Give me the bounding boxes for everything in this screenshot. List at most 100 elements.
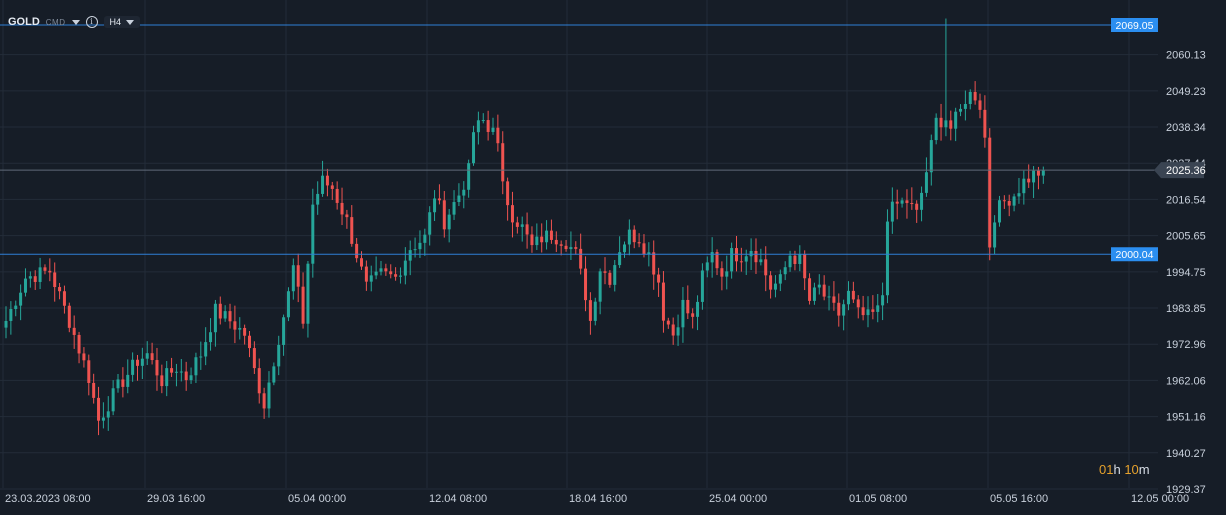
candle-body: [530, 234, 534, 246]
y-tick-label: 2005.65: [1166, 231, 1206, 243]
candle-body: [739, 261, 743, 263]
y-tick-label: 2060.13: [1166, 50, 1206, 62]
candle-body: [467, 163, 471, 190]
candle-body: [72, 327, 76, 335]
candle-body: [725, 271, 729, 277]
timer-hours-unit: h: [1113, 462, 1121, 477]
candle-body: [842, 304, 846, 316]
candle-body: [496, 127, 500, 144]
candle-body: [97, 397, 101, 421]
timeframe-label: H4: [109, 17, 122, 27]
chevron-down-icon: [126, 19, 135, 25]
candle-body: [403, 260, 407, 276]
candle-body: [613, 265, 617, 285]
candle-body: [150, 353, 154, 361]
candle-body: [1002, 200, 1006, 202]
candle-body: [457, 195, 461, 203]
candle-body: [705, 262, 709, 271]
candle-body: [827, 296, 831, 298]
candle-body: [554, 239, 558, 245]
candle-body: [174, 371, 178, 373]
info-icon[interactable]: i: [85, 16, 98, 28]
candle-body: [9, 309, 13, 321]
candle-body: [472, 132, 476, 164]
candle-body: [28, 276, 32, 279]
candle-body: [345, 214, 349, 218]
candle-body: [67, 305, 71, 328]
candle-body: [642, 243, 646, 255]
candle-body: [885, 221, 889, 296]
timer-minutes-unit: m: [1138, 462, 1150, 477]
candle-body: [116, 379, 120, 389]
candle-body: [549, 230, 553, 240]
candle-body: [608, 272, 612, 285]
candle-body: [788, 255, 792, 268]
candle-body: [905, 200, 909, 204]
candle-body: [501, 143, 505, 182]
candle-body: [418, 242, 422, 250]
candle-body: [1017, 193, 1021, 197]
candle-body: [238, 327, 242, 330]
candle-body: [618, 252, 622, 266]
candle-body: [661, 282, 665, 321]
candle-body: [272, 366, 276, 383]
candle-body: [204, 342, 208, 357]
candle-body: [135, 359, 139, 366]
candle-body: [248, 335, 251, 349]
candle-body: [598, 271, 602, 302]
price-level-label: 2069.05: [1116, 20, 1154, 32]
candle-body: [165, 368, 169, 387]
candle-body: [384, 268, 388, 272]
candle-body: [194, 357, 198, 376]
candle-body: [944, 120, 948, 128]
candle-body: [988, 137, 992, 248]
candle-body: [929, 140, 933, 173]
symbol-dropdown-icon[interactable]: [71, 19, 80, 25]
x-tick-label: 05.04 00:00: [288, 493, 346, 505]
x-tick-label: 23.03.2023 08:00: [5, 493, 91, 505]
symbol-label[interactable]: GOLD: [8, 16, 40, 28]
timer-hours: 01: [1099, 462, 1114, 477]
candle-body: [715, 252, 719, 269]
candle-body: [350, 217, 354, 244]
candle-body: [184, 371, 188, 381]
candle-body: [832, 296, 836, 303]
candle-body: [301, 286, 305, 324]
y-tick-label: 1972.96: [1166, 339, 1206, 351]
candle-body: [963, 103, 967, 109]
candle-body: [540, 236, 544, 243]
candle-body: [160, 375, 164, 387]
candle-body: [803, 254, 807, 279]
candle-body: [666, 320, 670, 325]
candle-body: [676, 327, 680, 336]
candle-body: [442, 200, 446, 230]
candle-body: [783, 267, 787, 275]
y-tick-label: 1994.75: [1166, 267, 1206, 279]
candle-body: [754, 250, 758, 263]
candle-body: [993, 222, 997, 248]
candle-body: [1041, 170, 1045, 176]
x-tick-label: 29.03 16:00: [147, 493, 205, 505]
candle-body: [121, 379, 125, 387]
candle-body: [1007, 200, 1011, 206]
candle-body: [58, 287, 62, 292]
candle-body: [374, 271, 378, 276]
candle-body: [506, 181, 510, 206]
timeframe-selector[interactable]: H4: [103, 16, 141, 28]
candle-body: [252, 348, 256, 369]
candle-body: [681, 299, 685, 328]
candle-body: [340, 202, 344, 215]
candle-body: [106, 411, 110, 418]
candle-body: [866, 309, 870, 316]
candle-body: [778, 274, 782, 284]
candle-body: [218, 303, 222, 319]
candle-body: [335, 188, 339, 203]
candle-body: [321, 175, 325, 194]
candle-body: [481, 120, 485, 122]
candle-body: [764, 259, 768, 276]
candle-body: [33, 276, 37, 282]
candle-body: [564, 245, 568, 250]
y-tick-label: 1940.27: [1166, 448, 1206, 460]
candle-body: [413, 249, 417, 251]
